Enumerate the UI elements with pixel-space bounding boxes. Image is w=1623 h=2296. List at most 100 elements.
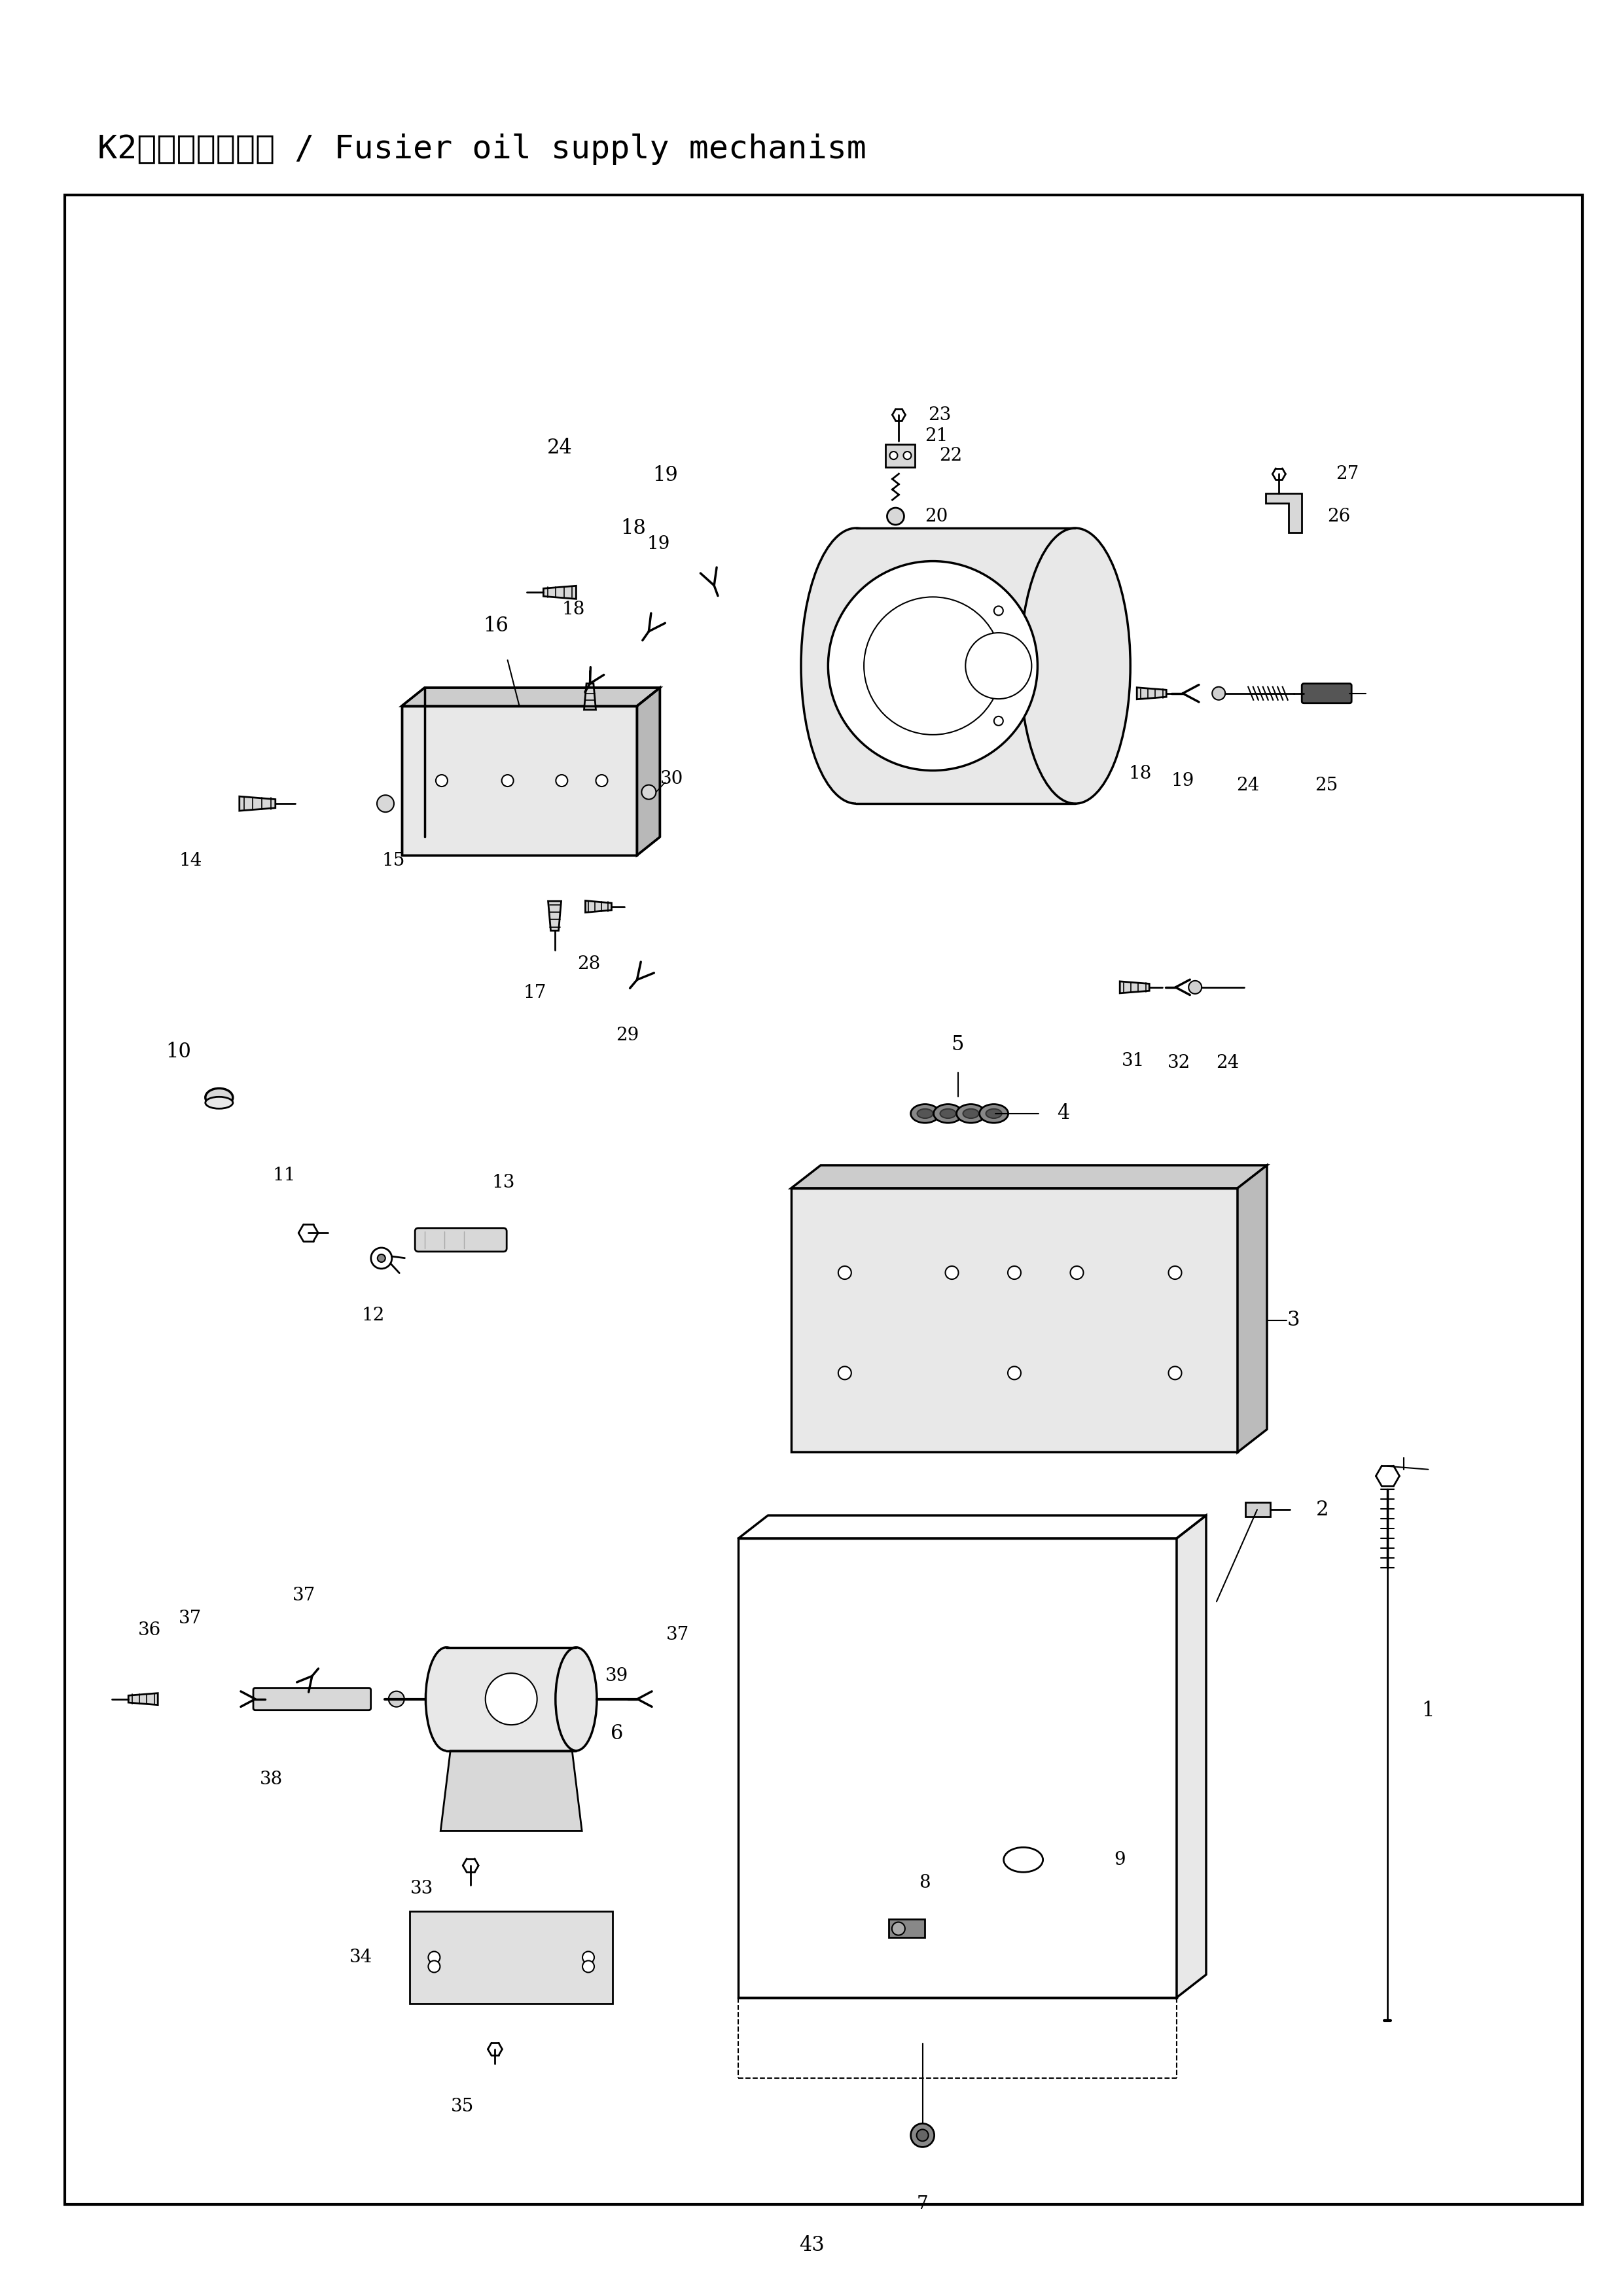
Text: 5: 5 [951,1035,964,1054]
Polygon shape [1237,1166,1268,1453]
Text: 24: 24 [547,439,573,457]
Polygon shape [1120,980,1149,994]
Text: 19: 19 [648,535,670,553]
Polygon shape [586,900,612,912]
Circle shape [485,1674,537,1724]
Bar [889,1919,925,1938]
Ellipse shape [979,1104,1008,1123]
Polygon shape [128,1692,157,1706]
Circle shape [889,452,898,459]
Text: 36: 36 [138,1621,161,1639]
Text: 7: 7 [917,2195,928,2213]
Text: 43: 43 [799,2236,824,2255]
Text: 14: 14 [179,852,203,870]
Text: 35: 35 [451,2099,474,2115]
Circle shape [917,2128,928,2142]
Circle shape [1169,1265,1182,1279]
Text: 37: 37 [292,1587,315,1605]
Circle shape [837,1366,852,1380]
Circle shape [828,560,1037,771]
Polygon shape [440,1750,583,1832]
Ellipse shape [940,1109,956,1118]
Ellipse shape [206,1088,232,1107]
Polygon shape [792,1166,1268,1189]
Text: 12: 12 [362,1306,385,1325]
Circle shape [437,774,448,788]
Text: 31: 31 [1121,1052,1144,1070]
Circle shape [904,452,911,459]
Polygon shape [446,1649,576,1750]
Text: 37: 37 [179,1609,201,1628]
Polygon shape [240,797,276,810]
Polygon shape [549,902,562,930]
Circle shape [641,785,656,799]
Ellipse shape [956,1104,985,1123]
Text: 27: 27 [1336,466,1358,482]
Text: 22: 22 [940,448,962,464]
Text: 20: 20 [925,507,948,526]
Circle shape [1070,1265,1084,1279]
Circle shape [837,1265,852,1279]
Ellipse shape [911,1104,940,1123]
Text: 30: 30 [661,769,683,788]
Polygon shape [403,707,636,856]
Ellipse shape [425,1649,467,1750]
Text: 21: 21 [925,427,948,445]
Polygon shape [403,689,661,707]
Text: 33: 33 [411,1880,433,1896]
Bar [409,1910,613,2002]
Polygon shape [738,1538,1177,1998]
Bar [886,445,915,466]
Text: 1: 1 [1422,1701,1435,1720]
Circle shape [428,1961,440,1972]
Circle shape [372,1247,391,1270]
Text: 11: 11 [273,1166,295,1185]
Ellipse shape [802,528,911,804]
Text: 19: 19 [652,466,678,484]
Circle shape [993,716,1003,726]
Text: 2: 2 [1316,1499,1329,1520]
Polygon shape [584,684,596,709]
FancyBboxPatch shape [253,1688,370,1711]
Ellipse shape [962,1109,979,1118]
Circle shape [583,1952,594,1963]
Polygon shape [636,689,661,856]
Circle shape [502,774,513,788]
Circle shape [1008,1366,1021,1380]
Text: 16: 16 [484,615,508,636]
Circle shape [1188,980,1201,994]
FancyBboxPatch shape [1302,684,1352,703]
Text: 24: 24 [1216,1054,1240,1072]
FancyBboxPatch shape [415,1228,506,1251]
Text: 25: 25 [1315,776,1339,794]
Ellipse shape [933,1104,962,1123]
Text: 18: 18 [620,519,646,537]
Circle shape [377,794,394,813]
Circle shape [893,1922,906,1936]
Text: 39: 39 [605,1667,628,1685]
Text: 17: 17 [523,985,547,1001]
Text: 4: 4 [1057,1104,1070,1123]
Text: 15: 15 [381,852,406,870]
Text: 29: 29 [615,1026,639,1045]
Text: 23: 23 [928,406,951,425]
Circle shape [596,774,607,788]
Circle shape [1008,1265,1021,1279]
Bar [65,195,1582,2204]
Text: 24: 24 [1237,776,1259,794]
Circle shape [993,606,1003,615]
Text: 18: 18 [1128,765,1152,783]
Text: 9: 9 [1113,1851,1125,1869]
Text: 6: 6 [610,1724,623,1743]
Polygon shape [544,585,576,599]
Circle shape [911,2124,935,2147]
Text: 28: 28 [578,955,601,974]
Text: 37: 37 [667,1626,690,1644]
Circle shape [1212,687,1225,700]
Circle shape [888,507,904,526]
Circle shape [863,597,1001,735]
Ellipse shape [985,1109,1001,1118]
Circle shape [966,634,1032,698]
Text: K2、旋梭供油装置 / Fusier oil supply mechanism: K2、旋梭供油装置 / Fusier oil supply mechanism [97,133,867,165]
Text: 8: 8 [919,1874,930,1892]
